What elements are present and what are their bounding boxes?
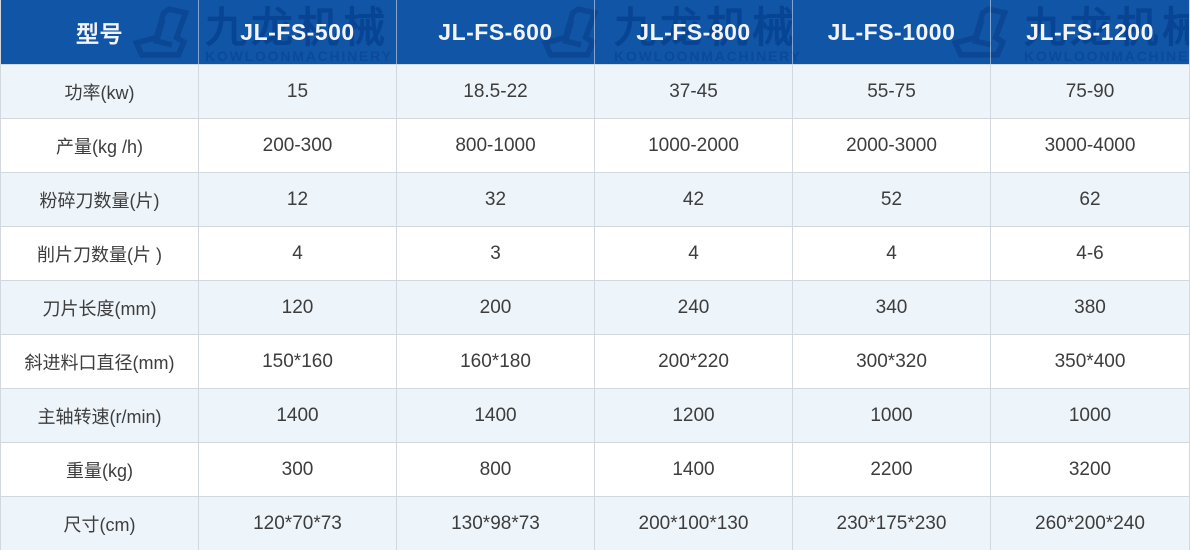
row-label: 削片刀数量(片 ) <box>1 227 199 280</box>
table-cell: 260*200*240 <box>1035 512 1145 534</box>
table-cell: 1200 <box>595 389 793 442</box>
table-cell: 4 <box>595 227 793 280</box>
table-cell: 3000-4000 <box>1044 134 1136 156</box>
table-row-power: 功率(kw) 15 18.5-22 37-45 55-75 75-90 <box>1 64 1189 118</box>
row-label: 斜进料口直径(mm) <box>1 335 199 388</box>
table-header-row: 九龙机械 KOWLOONMACHINERY 九龙机械 KOWLOONMACHIN… <box>1 0 1189 64</box>
table-cell: 52 <box>793 173 991 226</box>
header-cell-jl-fs-1000: JL-FS-1000 <box>793 0 991 64</box>
table-row-spindle-speed: 主轴转速(r/min) 1400 1400 1200 1000 1000 <box>1 388 1189 442</box>
row-label: 刀片长度(mm) <box>1 281 199 334</box>
table-row-weight: 重量(kg) 300 800 1400 2200 3200 <box>1 442 1189 496</box>
table-cell: 2200 <box>793 443 991 496</box>
header-cell-jl-fs-800: JL-FS-800 <box>595 0 793 64</box>
table-cell: 4 <box>199 227 397 280</box>
table-cell: 1400 <box>397 389 595 442</box>
row-label: 尺寸(cm) <box>1 497 199 550</box>
table-row-dimensions: 尺寸(cm) 120*70*73 130*98*73 200*100*130 2… <box>1 496 1189 550</box>
row-label: 主轴转速(r/min) <box>1 389 199 442</box>
table-cell: 1400 <box>199 389 397 442</box>
table-cell: 4-6 <box>1076 242 1104 264</box>
table-cell: 120*70*73 <box>199 497 397 550</box>
table-cell: 42 <box>595 173 793 226</box>
table-cell: 2000-3000 <box>793 119 991 172</box>
table-row-blade-length: 刀片长度(mm) 120 200 240 340 380 <box>1 280 1189 334</box>
table-cell: 380 <box>1074 296 1106 318</box>
table-cell: 800-1000 <box>397 119 595 172</box>
table-row-crushing-blades: 粉碎刀数量(片) 12 32 42 52 62 <box>1 172 1189 226</box>
table-cell: 15 <box>199 65 397 118</box>
table-cell: 4 <box>793 227 991 280</box>
table-cell: 200*220 <box>595 335 793 388</box>
table-cell: 350*400 <box>1054 350 1126 372</box>
table-cell: 1000-2000 <box>595 119 793 172</box>
table-cell: 32 <box>397 173 595 226</box>
table-cell: 240 <box>595 281 793 334</box>
table-cell: 200 <box>397 281 595 334</box>
table-cell: 1000 <box>793 389 991 442</box>
table-cell: 300 <box>199 443 397 496</box>
table-cell: 300*320 <box>793 335 991 388</box>
table-cell: 75-90 <box>1065 80 1115 102</box>
table-cell: 1400 <box>595 443 793 496</box>
table-cell: 230*175*230 <box>793 497 991 550</box>
table-cell: 160*180 <box>397 335 595 388</box>
row-label: 重量(kg) <box>1 443 199 496</box>
table-row-output: 产量(kg /h) 200-300 800-1000 1000-2000 200… <box>1 118 1189 172</box>
table-cell: 200*100*130 <box>595 497 793 550</box>
row-label: 功率(kw) <box>1 65 199 118</box>
header-cell-jl-fs-500: JL-FS-500 <box>199 0 397 64</box>
table-row-chipping-blades: 削片刀数量(片 ) 4 3 4 4 4-6 <box>1 226 1189 280</box>
table-row-inlet-diameter: 斜进料口直径(mm) 150*160 160*180 200*220 300*3… <box>1 334 1189 388</box>
table-cell: 18.5-22 <box>397 65 595 118</box>
row-label: 粉碎刀数量(片) <box>1 173 199 226</box>
row-label: 产量(kg /h) <box>1 119 199 172</box>
header-cell-jl-fs-1200: JL-FS-1200 <box>1026 18 1154 45</box>
table-cell: 12 <box>199 173 397 226</box>
table-cell: 37-45 <box>595 65 793 118</box>
table-cell: 3 <box>397 227 595 280</box>
table-cell: 3200 <box>1068 458 1112 480</box>
header-cell-model-label: 型号 <box>1 0 199 64</box>
table-cell: 200-300 <box>199 119 397 172</box>
header-cell-jl-fs-600: JL-FS-600 <box>397 0 595 64</box>
table-cell: 62 <box>1079 188 1101 210</box>
table-cell: 1000 <box>1068 404 1112 426</box>
table-cell: 130*98*73 <box>397 497 595 550</box>
table-cell: 55-75 <box>793 65 991 118</box>
table-cell: 150*160 <box>199 335 397 388</box>
table-cell: 120 <box>199 281 397 334</box>
table-cell: 340 <box>793 281 991 334</box>
table-cell: 800 <box>397 443 595 496</box>
